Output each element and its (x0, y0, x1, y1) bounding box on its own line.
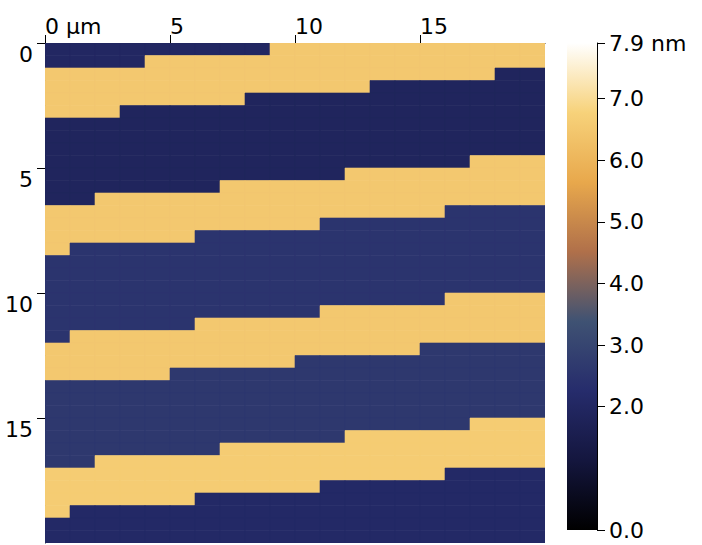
svg-text:15: 15 (5, 417, 33, 442)
svg-text:5: 5 (19, 167, 33, 192)
svg-text:4.0: 4.0 (609, 271, 644, 296)
svg-text:6.0: 6.0 (609, 148, 644, 173)
svg-text:15: 15 (420, 14, 448, 39)
svg-text:5.0: 5.0 (609, 209, 644, 234)
svg-text:10: 10 (5, 292, 33, 317)
svg-text:0: 0 (19, 42, 33, 67)
svg-text:0 µm: 0 µm (45, 14, 101, 39)
svg-text:7.9 nm: 7.9 nm (609, 31, 686, 56)
svg-text:2.0: 2.0 (609, 394, 644, 419)
svg-text:7.0: 7.0 (609, 86, 644, 111)
svg-text:10: 10 (295, 14, 323, 39)
svg-text:0.0: 0.0 (609, 518, 644, 543)
svg-text:3.0: 3.0 (609, 333, 644, 358)
svg-text:5: 5 (170, 14, 184, 39)
